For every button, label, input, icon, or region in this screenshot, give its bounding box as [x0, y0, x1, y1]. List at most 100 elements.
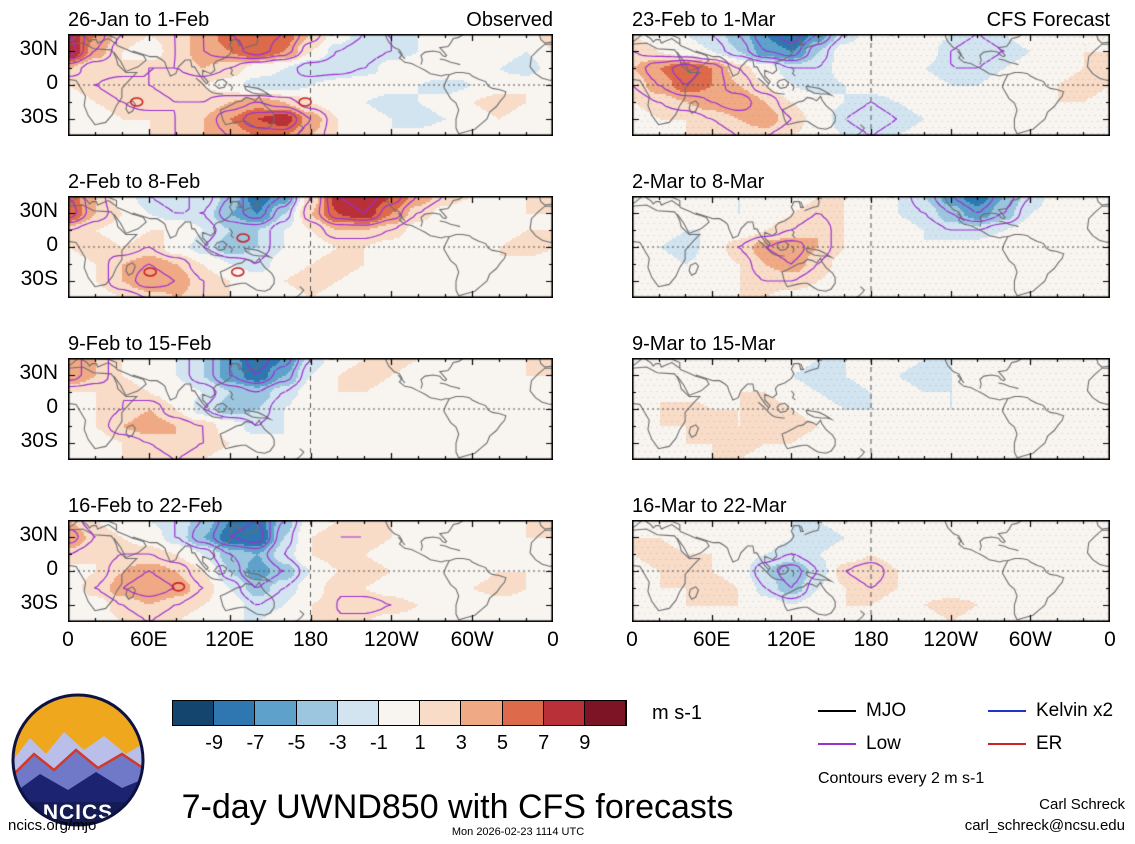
panel-grid: 30N 0 30S 26-Jan to 1-Feb Observed 23-Feb …: [0, 6, 1135, 658]
panel-row-4: 30N 0 30S 16-Feb to 22-Feb 16-Mar to 22-Ma…: [0, 492, 1135, 622]
y-tick-label: 30N: [19, 361, 58, 384]
x-tick-label: 120W: [363, 628, 419, 651]
legend-entry-low: Low: [818, 733, 901, 755]
colorbar-segment: [502, 701, 544, 725]
colorbar-segment: [378, 701, 421, 725]
logo-ring: [11, 693, 145, 827]
y-tick-label: 0: [46, 557, 58, 580]
x-tick-label: 180: [292, 628, 329, 651]
column-gap: [553, 6, 632, 136]
author-email: carl_schreck@ncsu.edu: [964, 817, 1125, 834]
colorbar-segment: [420, 701, 462, 725]
panel-observed-week3: 9-Feb to 15-Feb: [68, 330, 553, 460]
column-gap: [553, 168, 632, 298]
x-tick-label: 120W: [923, 628, 979, 651]
legend-line-swatch: [818, 710, 856, 712]
colorbar-tick-label: 5: [496, 732, 509, 754]
y-tick-label: 30S: [20, 591, 58, 614]
panel-title: 2-Mar to 8-Mar: [632, 171, 765, 193]
colorbar-tick-label: 9: [579, 732, 591, 754]
panel-forecast-week3: 9-Mar to 15-Mar: [632, 330, 1110, 460]
x-tick-label: 60W: [450, 628, 494, 651]
legend-label: ER: [1036, 733, 1063, 754]
legend-entry-er: ER: [988, 733, 1062, 755]
panel-row-3: 30N 0 30S 9-Feb to 15-Feb 9-Mar to 15-Mar: [0, 330, 1135, 460]
panel-row-1: 30N 0 30S 26-Jan to 1-Feb Observed 23-Feb …: [0, 6, 1135, 136]
y-tick-label: 30N: [19, 523, 58, 546]
panel-title: 9-Feb to 15-Feb: [68, 333, 212, 355]
colorbar-tick-label: -1: [370, 732, 388, 754]
generation-timestamp: Mon 2026-02-23 1114 UTC: [451, 826, 585, 838]
x-tick-label: 0: [547, 628, 559, 651]
colorbar-segment: [296, 701, 338, 725]
colorbar-unit-label: m s-1: [652, 702, 702, 724]
column-annotation-observed: Observed: [466, 9, 553, 31]
column-gap: [553, 330, 632, 460]
x-tick-label: 0: [1104, 628, 1116, 651]
map-canvas-observed-week4: [68, 520, 553, 622]
site-url: ncics.org/mjo: [8, 817, 97, 834]
panel-title: 2-Feb to 8-Feb: [68, 171, 201, 193]
map-canvas-observed-week3: [68, 358, 553, 460]
colorbar-segment: [173, 701, 215, 725]
x-axis-labels-left: 0 60E 120E 180 120W 60W 0: [62, 622, 559, 658]
legend-line-swatch: [988, 710, 1026, 712]
y-tick-label: 0: [46, 233, 58, 256]
colorbar-tick-label: 3: [455, 732, 467, 754]
x-tick-label: 0: [62, 628, 74, 651]
contour-interval-note: Contours every 2 m s-1: [818, 770, 985, 787]
panel-title: 26-Jan to 1-Feb: [68, 9, 210, 31]
colorbar-tick-label: 7: [538, 732, 550, 754]
colorbar-segment: [337, 701, 379, 725]
logo-text: NCICS: [43, 801, 113, 824]
contour-legend: MJO Low Kelvin x2 ER: [818, 700, 1128, 760]
colorbar-segment: [214, 701, 256, 725]
logo-red-ridge-line: [13, 748, 143, 779]
y-axis-labels: 30N 0 30S: [0, 492, 68, 622]
map-canvas-observed-week1: [68, 34, 553, 136]
y-axis-labels: 30N 0 30S: [0, 330, 68, 460]
x-tick-label: 180: [853, 628, 889, 651]
panel-forecast-week1: 23-Feb to 1-Mar CFS Forecast: [632, 6, 1110, 136]
panel-title: 9-Mar to 15-Mar: [632, 333, 776, 355]
y-tick-label: 30N: [19, 37, 58, 60]
x-tick-label: 60E: [692, 628, 731, 651]
map-canvas-forecast-week3: [632, 358, 1110, 460]
panel-forecast-week2: 2-Mar to 8-Mar: [632, 168, 1110, 298]
legend-line-swatch: [988, 743, 1026, 745]
y-tick-label: 30S: [20, 105, 58, 128]
colorbar-tick-label: 1: [414, 732, 426, 754]
colorbar-segment: [255, 701, 297, 725]
y-tick-label: 30S: [20, 267, 58, 290]
colorbar-tick-label: -3: [328, 732, 347, 754]
column-gap: [553, 492, 632, 622]
column-gap: [553, 622, 632, 658]
panel-title: 16-Mar to 22-Mar: [632, 495, 787, 517]
legend-label: MJO: [866, 700, 907, 721]
colorbar-tick-label: -7: [246, 732, 265, 754]
author-name: Carl Schreck: [1039, 796, 1125, 813]
colorbar-tick-label: -5: [287, 732, 306, 754]
colorbar: -9 -7 -5 -3 -1 1 3 5 7 9: [172, 700, 627, 754]
colorbar-segment: [543, 701, 585, 725]
x-tick-label: 60E: [130, 628, 168, 651]
map-canvas-forecast-week1: [632, 34, 1110, 136]
colorbar-tick-label: -9: [205, 732, 224, 754]
x-axis-corner: [0, 622, 68, 658]
ncics-logo: NCICS: [11, 693, 145, 827]
x-axis-row: 0 60E 120E 180 120W 60W 0 0 60E 120E 180 120W 60W 0: [0, 622, 1135, 658]
y-axis-labels: 30N 0 30S: [0, 168, 68, 298]
y-tick-label: 30N: [19, 199, 58, 222]
panel-title: 23-Feb to 1-Mar: [632, 9, 776, 31]
x-axis-labels-right: 0 60E 120E 180 120W 60W 0: [626, 622, 1116, 658]
legend-label: Kelvin x2: [1036, 700, 1114, 721]
x-tick-label: 0: [626, 628, 638, 651]
panel-title: 16-Feb to 22-Feb: [68, 495, 223, 517]
y-tick-label: 0: [46, 71, 58, 94]
panel-observed-week2: 2-Feb to 8-Feb: [68, 168, 553, 298]
map-canvas-forecast-week2: [632, 196, 1110, 298]
colorbar-segment: [461, 701, 503, 725]
x-tick-label: 120E: [766, 628, 816, 651]
x-tick-label: 60W: [1008, 628, 1052, 651]
x-tick-label: 120E: [205, 628, 255, 651]
